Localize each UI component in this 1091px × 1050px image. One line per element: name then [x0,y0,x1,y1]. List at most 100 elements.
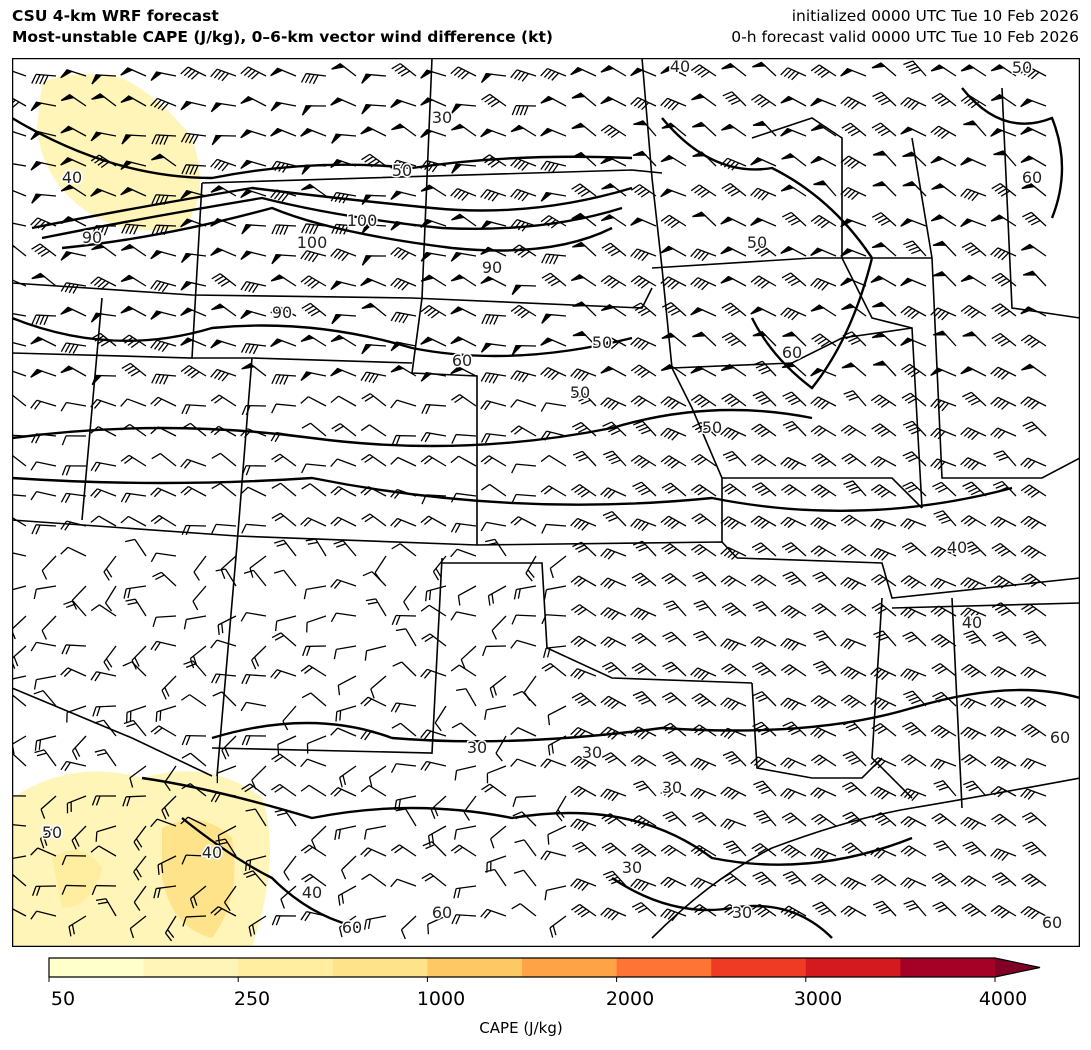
wind-barb [91,374,117,386]
wind-barb [240,189,267,199]
wind-barb [1023,630,1047,647]
wind-barb [120,334,147,349]
wind-barb [811,603,837,617]
wind-barb [330,516,357,527]
wind-barb [990,785,1017,798]
wind-barb [630,878,657,892]
wind-barb [720,123,747,137]
wind-barb [217,615,237,636]
wind-barb [1020,515,1047,530]
wind-barb [841,842,867,857]
wind-barb [331,133,357,144]
wind-barb [600,607,627,621]
wind-barb [240,159,267,170]
wind-barb [900,788,927,801]
wind-barb [511,903,537,917]
wind-barb [872,150,897,167]
contour-label: 100 [297,233,328,252]
wind-barb [571,92,597,107]
contour-label: 30 [662,778,682,797]
wind-barb [752,871,777,887]
wind-barb [510,399,537,408]
wind-barb [660,214,687,229]
wind-barb [600,65,627,77]
wind-barb [962,391,987,407]
wind-barb [30,368,57,378]
wind-barb [690,844,717,857]
wind-barb [720,427,747,441]
wind-barb [12,693,27,707]
wind-barb [390,488,417,499]
wind-barb [750,574,777,587]
wind-barb [991,183,1017,197]
wind-barb [512,795,537,807]
wind-barb [523,675,537,701]
contour-label: 60 [452,351,472,370]
wind-barb [301,302,327,317]
wind-barb [691,513,717,527]
wind-barb [840,638,867,650]
wind-barb [183,660,207,677]
wind-barb [482,645,507,657]
wind-barb [211,273,237,287]
wind-barb [549,555,567,579]
wind-barb [720,363,747,377]
wind-barb [572,541,597,557]
wind-barb [720,157,747,171]
wind-barb [1020,396,1047,410]
wind-barb [631,302,657,317]
wind-barb [241,783,267,797]
wind-barb [572,450,597,467]
wind-barb [123,585,147,599]
wind-barb [900,607,927,619]
wind-barb [300,784,327,797]
wind-barb [660,188,687,198]
wind-barb [903,900,927,917]
wind-barb [962,481,987,497]
wind-barb [511,493,537,504]
wind-barb [540,67,567,81]
wind-barb [216,765,237,784]
wind-barb [630,184,657,198]
wind-barb [301,223,327,235]
wind-barb [120,274,147,287]
wind-barb [360,730,387,741]
wind-barb [60,667,87,678]
wind-barb [283,855,297,881]
wind-barb [990,666,1017,678]
wind-barb [210,368,237,382]
wind-barb [211,673,237,684]
wind-barb [420,305,447,319]
wind-barb [300,72,327,85]
wind-barb [842,331,867,347]
wind-barb [811,333,837,348]
wind-barb [600,303,627,317]
wind-barb [300,250,327,263]
wind-barb [511,105,537,116]
wind-barb [510,219,537,232]
wind-barb [421,872,447,887]
wind-barb [455,688,477,707]
wind-barb [961,903,987,917]
wind-barb [427,825,447,846]
wind-barb [633,780,657,797]
wind-barb [840,577,867,591]
wind-barb [720,697,747,711]
wind-barb [991,272,1017,287]
contour-label: 50 [702,418,722,437]
wind-barb [752,600,777,617]
wind-barb [1020,306,1047,317]
wind-barb [600,487,627,499]
wind-barb [933,510,957,527]
wind-barb [180,458,207,469]
wind-barb [240,486,267,497]
wind-barb [690,724,717,737]
wind-barb [270,669,297,680]
wind-barb [121,362,147,377]
wind-barb [150,725,177,737]
wind-barb [601,242,627,257]
contour-label: 50 [570,383,590,402]
wind-barb [960,726,987,740]
wind-barb [12,97,27,109]
wind-barb [280,885,297,909]
